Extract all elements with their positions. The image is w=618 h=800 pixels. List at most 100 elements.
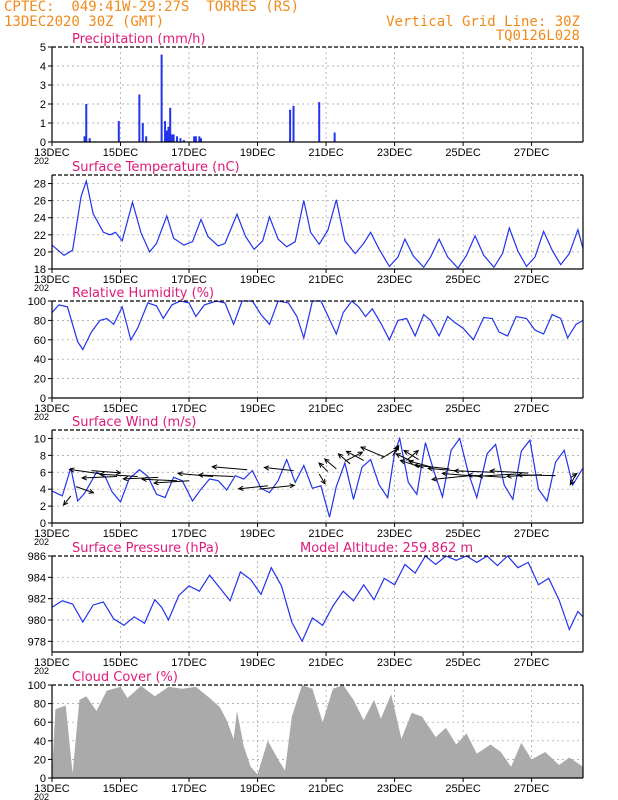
x-tick-label: 13DEC	[34, 147, 70, 159]
y-tick-label: 26	[34, 196, 46, 208]
header-grid-note: Vertical Grid Line: 30Z	[386, 14, 580, 30]
wind-vector	[259, 484, 295, 490]
wind-vector-head	[394, 453, 402, 459]
wind-vector-head	[430, 476, 437, 482]
wind-vector-head	[88, 488, 95, 494]
panel-title: Relative Humidity (%)	[72, 286, 214, 301]
precip-bar	[198, 136, 201, 142]
series-line-3	[51, 300, 584, 351]
wind-vector-head	[318, 462, 324, 468]
y-tick-label: 28	[34, 179, 46, 191]
series-line-2	[51, 178, 584, 270]
wind-vector	[82, 476, 118, 479]
y-tick-label: 2	[40, 501, 46, 513]
x-tick-label: 17DEC	[171, 403, 207, 415]
y-tick-label: 10	[34, 433, 46, 445]
x-tick-label: 27DEC	[514, 147, 550, 159]
y-tick-label: 1	[40, 118, 46, 130]
wind-vector	[360, 446, 385, 458]
x-tick-label: 17DEC	[171, 147, 207, 159]
x-tick-label: 19DEC	[240, 147, 276, 159]
x-tick-label: 25DEC	[445, 657, 481, 669]
x-tick-label: 15DEC	[103, 403, 139, 415]
y-tick-label: 100	[28, 680, 46, 692]
series-line-5	[51, 555, 584, 643]
x-tick-label: 15DEC	[103, 528, 139, 540]
wind-vector	[324, 458, 337, 470]
wind-vector-head	[359, 446, 367, 452]
x-year-label: 202	[34, 412, 49, 422]
x-tick-label: 19DEC	[240, 274, 276, 286]
y-tick-label: 986	[28, 551, 46, 563]
wind-vector-head	[477, 473, 484, 479]
x-tick-label: 21DEC	[308, 783, 344, 795]
x-tick-label: 25DEC	[445, 147, 481, 159]
x-tick-label: 19DEC	[240, 528, 276, 540]
y-tick-label: 4	[40, 61, 46, 73]
wind-vector-head	[407, 459, 414, 465]
wind-vector	[142, 478, 178, 482]
wind-vector-head	[345, 450, 352, 456]
x-tick-label: 25DEC	[445, 403, 481, 415]
wind-vector	[75, 486, 94, 494]
wind-vector	[238, 485, 268, 490]
precip-bar	[85, 104, 88, 142]
x-tick-label: 23DEC	[377, 783, 413, 795]
x-tick-label: 27DEC	[514, 403, 550, 415]
wind-vector-head	[115, 469, 122, 476]
y-tick-label: 4	[40, 484, 46, 496]
x-tick-label: 23DEC	[377, 274, 413, 286]
x-tick-label: 21DEC	[308, 147, 344, 159]
precip-bar	[194, 136, 197, 142]
panel-5	[48, 555, 584, 656]
wind-vector-head	[466, 472, 473, 478]
wind-vector-head	[176, 471, 183, 477]
panel-title: Precipitation (mm/h)	[72, 32, 205, 47]
x-tick-label: 13DEC	[34, 657, 70, 669]
panel-title: Surface Pressure (hPa)	[72, 541, 219, 556]
wind-vector	[264, 467, 294, 472]
precip-bar	[83, 136, 86, 142]
wind-vector	[212, 466, 248, 471]
wind-vector	[318, 473, 326, 485]
wind-vector	[338, 453, 351, 465]
precip-bar	[117, 121, 120, 142]
precip-bar	[167, 126, 170, 142]
wind-vector	[178, 472, 214, 477]
wind-vector	[69, 468, 102, 475]
wind-vector	[123, 476, 159, 480]
wind-vector	[403, 450, 419, 461]
y-tick-label: 40	[34, 736, 46, 748]
wind-vector-head	[62, 500, 69, 507]
x-tick-label: 23DEC	[377, 403, 413, 415]
precip-bar	[172, 134, 175, 142]
panel-6	[48, 684, 584, 782]
y-tick-label: 980	[28, 615, 46, 627]
x-tick-label: 27DEC	[514, 657, 550, 669]
x-tick-label: 23DEC	[377, 147, 413, 159]
y-tick-label: 24	[34, 213, 46, 225]
x-tick-label: 21DEC	[308, 274, 344, 286]
panel-3	[48, 300, 584, 402]
panel-1	[48, 46, 584, 146]
y-tick-label: 2	[40, 99, 46, 111]
y-tick-label: 984	[28, 572, 46, 584]
x-tick-label: 17DEC	[171, 528, 207, 540]
precip-bar	[292, 105, 295, 142]
wind-vector-head	[140, 476, 147, 483]
x-tick-label: 21DEC	[308, 403, 344, 415]
precip-bar	[176, 136, 179, 142]
y-tick-label: 982	[28, 594, 46, 606]
wind-vector-head	[403, 449, 410, 455]
wind-vector-head	[399, 459, 406, 465]
y-tick-label: 978	[28, 636, 46, 648]
wind-vector	[154, 480, 190, 484]
y-tick-label: 40	[34, 354, 46, 366]
wind-vector-head	[489, 468, 496, 474]
x-tick-label: 25DEC	[445, 274, 481, 286]
y-tick-label: 100	[28, 296, 46, 308]
wind-vector	[392, 445, 400, 456]
x-tick-label: 17DEC	[171, 783, 207, 795]
wind-vector-head	[413, 462, 420, 469]
